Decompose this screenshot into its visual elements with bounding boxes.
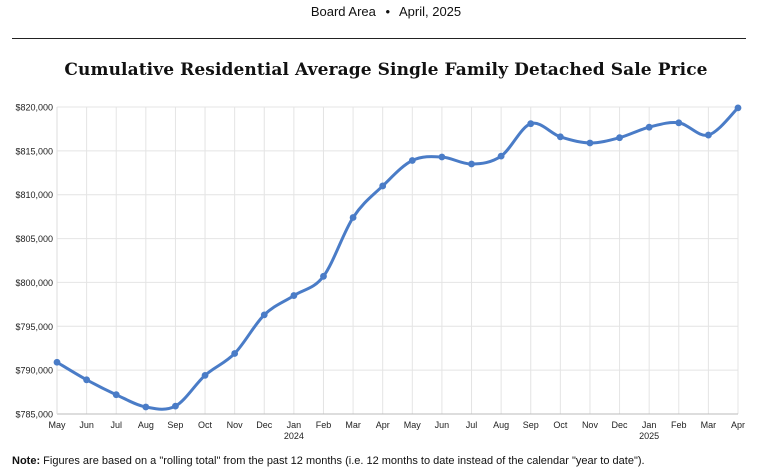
x-tick-label: Feb <box>671 420 687 430</box>
x-tick-label: Sep <box>523 420 539 430</box>
x-year-label: 2024 <box>284 431 304 441</box>
data-point[interactable] <box>349 214 357 221</box>
x-tick-label: Nov <box>582 420 599 430</box>
data-point[interactable] <box>675 119 683 127</box>
x-tick-label: Mar <box>701 420 717 430</box>
board-area-label: Board Area <box>310 4 376 19</box>
chart-axes <box>56 107 738 415</box>
data-point[interactable] <box>231 350 239 357</box>
x-tick-label: Apr <box>731 420 745 430</box>
data-point[interactable] <box>201 372 209 379</box>
data-point[interactable] <box>172 402 179 410</box>
data-point[interactable] <box>586 139 594 147</box>
x-tick-label: Dec <box>612 420 629 430</box>
y-tick-label: $800,000 <box>15 278 53 288</box>
x-tick-label: Jul <box>110 420 122 430</box>
x-tick-label: Jun <box>79 420 94 430</box>
x-tick-label: Mar <box>345 420 361 430</box>
header-divider <box>12 38 746 39</box>
y-tick-label: $820,000 <box>15 103 53 113</box>
report-header: Board Area • April, 2025 <box>0 4 772 19</box>
y-tick-label: $790,000 <box>15 366 53 376</box>
data-points <box>53 104 742 411</box>
data-point[interactable] <box>260 311 268 319</box>
y-tick-label: $810,000 <box>15 190 53 200</box>
chart-grid <box>56 106 739 415</box>
footnote: Note: Figures are based on a "rolling to… <box>12 455 645 467</box>
data-point[interactable] <box>704 131 712 139</box>
y-tick-label: $785,000 <box>15 410 53 420</box>
chart-title: Cumulative Residential Average Single Fa… <box>64 60 708 80</box>
x-tick-label: Apr <box>376 420 390 430</box>
report-date: April, 2025 <box>398 4 462 19</box>
x-tick-label: Jun <box>435 420 450 430</box>
y-tick-label: $815,000 <box>15 146 53 156</box>
data-point[interactable] <box>616 134 623 142</box>
header-separator: • <box>385 4 391 19</box>
data-point[interactable] <box>379 182 387 190</box>
data-point[interactable] <box>320 272 327 280</box>
x-tick-label: Sep <box>167 420 183 430</box>
data-point[interactable] <box>142 403 150 411</box>
data-point[interactable] <box>438 153 446 161</box>
data-point[interactable] <box>53 358 61 366</box>
x-tick-label: Jan <box>287 420 302 430</box>
y-tick-label: $795,000 <box>15 322 53 332</box>
data-point[interactable] <box>527 120 535 128</box>
series-line <box>55 106 740 411</box>
x-tick-label: Oct <box>198 420 213 430</box>
x-tick-label: May <box>404 420 422 430</box>
data-point[interactable] <box>468 160 475 168</box>
x-tick-label: Oct <box>553 420 568 430</box>
data-point[interactable] <box>734 104 742 112</box>
x-tick-label: Nov <box>227 420 244 430</box>
note-text: Figures are based on a "rolling total" f… <box>43 455 645 467</box>
x-tick-label: Aug <box>493 420 509 430</box>
y-axis-ticks: $785,000 $790,000 $795,000 $800,000 $805,000… <box>15 103 53 420</box>
x-tick-label: Aug <box>138 420 154 430</box>
data-point[interactable] <box>556 133 564 141</box>
data-point[interactable] <box>112 391 120 399</box>
x-year-label: 2025 <box>639 431 659 441</box>
data-point[interactable] <box>290 292 298 299</box>
data-point[interactable] <box>645 123 653 131</box>
data-point[interactable] <box>83 376 91 384</box>
data-point[interactable] <box>408 157 416 164</box>
x-tick-label: Jul <box>466 420 478 430</box>
x-tick-label: Dec <box>256 420 273 430</box>
x-tick-label: Feb <box>316 420 332 430</box>
note-label: Note: <box>12 455 41 467</box>
x-tick-label: May <box>48 420 66 430</box>
y-tick-label: $805,000 <box>15 234 53 244</box>
x-tick-label: Jan <box>642 420 657 430</box>
data-point[interactable] <box>497 152 505 160</box>
